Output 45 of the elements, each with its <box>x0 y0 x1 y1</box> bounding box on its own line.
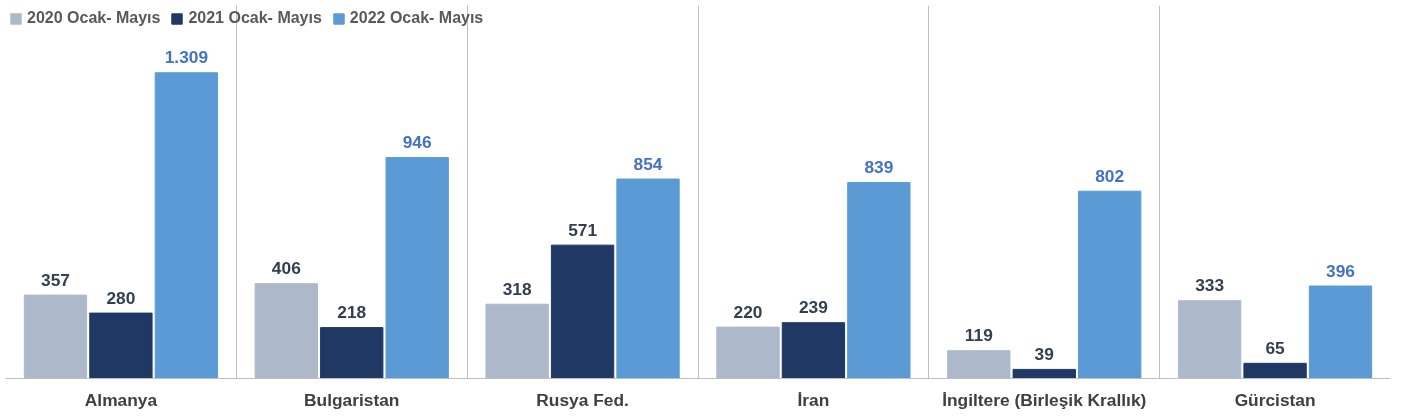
bar <box>1012 368 1076 379</box>
bar <box>616 178 680 379</box>
bar <box>947 350 1011 379</box>
data-label: 357 <box>41 269 70 290</box>
bar <box>1177 300 1242 379</box>
bar <box>1243 362 1307 379</box>
bar <box>385 157 449 379</box>
data-label: 280 <box>106 287 136 308</box>
bar <box>847 182 911 379</box>
x-tick-label: İngiltere (Birleşik Krallık) <box>942 389 1147 410</box>
data-label: 396 <box>1326 260 1356 281</box>
x-tick-label: Gürcistan <box>1234 389 1316 410</box>
data-label: 571 <box>568 219 598 240</box>
bar <box>89 312 153 379</box>
data-label: 854 <box>633 153 663 174</box>
data-label: 802 <box>1095 165 1125 186</box>
bar <box>320 327 384 379</box>
x-tick-label: Almanya <box>84 389 158 410</box>
data-label: 333 <box>1195 275 1225 296</box>
data-label: 946 <box>402 132 433 153</box>
data-label: 65 <box>1265 337 1286 358</box>
data-label: 39 <box>1034 344 1054 365</box>
bar <box>254 283 318 379</box>
bar <box>716 326 780 379</box>
bar <box>23 294 88 379</box>
data-label: 839 <box>864 157 894 178</box>
x-tick-label: Rusya Fed. <box>536 389 629 410</box>
data-label: 218 <box>337 302 367 323</box>
data-label: 119 <box>964 325 993 346</box>
bar <box>1078 190 1142 379</box>
legend-label: 2022 Ocak- Mayıs <box>349 9 484 27</box>
x-tick-label: Bulgaristan <box>304 389 400 410</box>
bar <box>550 244 615 379</box>
legend-label: 2020 Ocak- Mayıs <box>27 9 161 27</box>
bar <box>485 303 549 379</box>
bar <box>781 322 846 379</box>
data-label: 1.309 <box>164 47 209 68</box>
data-label: 318 <box>502 278 532 299</box>
bar <box>1308 285 1373 379</box>
bar <box>154 72 219 379</box>
x-tick-label: İran <box>797 389 830 410</box>
data-label: 406 <box>271 258 302 279</box>
legend-label: 2021 Ocak- Mayıs <box>188 9 322 27</box>
data-label: 220 <box>733 301 763 322</box>
data-label: 239 <box>798 297 828 318</box>
